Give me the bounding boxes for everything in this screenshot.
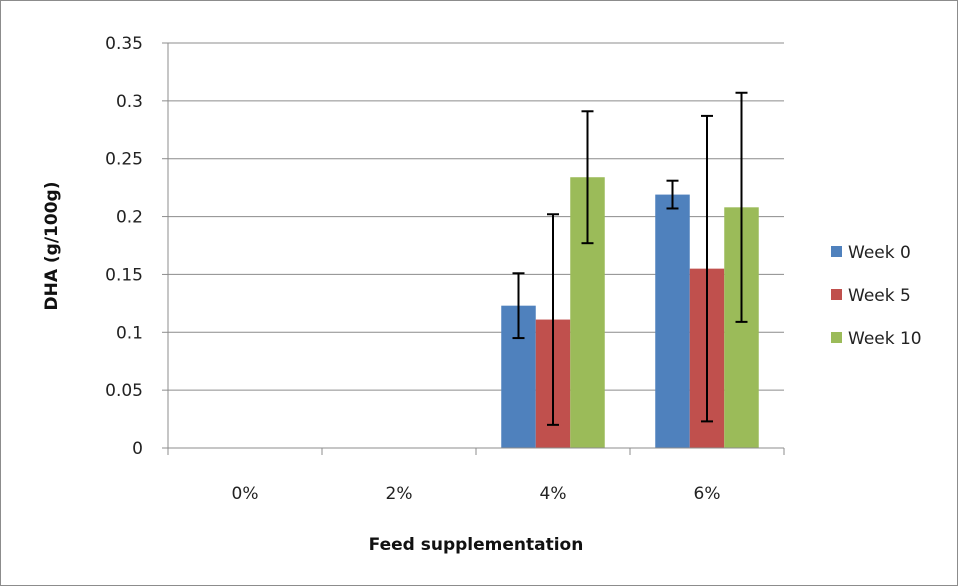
x-tick-label: 6% <box>694 484 721 504</box>
y-axis-title: DHA (g/100g) <box>42 182 62 311</box>
error-bars <box>512 91 748 426</box>
legend-swatch <box>831 332 842 343</box>
y-tick-label: 0.25 <box>105 150 143 170</box>
legend-swatch <box>831 246 842 257</box>
axes <box>162 42 785 455</box>
tick-labels: 0 0.05 0.1 0.15 0.2 0.25 0.3 0.35 0% 2% 4% 6% <box>105 34 720 504</box>
y-tick-label: 0.35 <box>105 34 143 54</box>
bars <box>501 177 759 448</box>
bar <box>655 194 690 448</box>
y-tick-label: 0.15 <box>105 265 143 285</box>
legend: Week 0 Week 5 Week 10 <box>831 243 922 349</box>
y-tick-label: 0.2 <box>116 208 143 228</box>
y-tick-label: 0 <box>132 439 143 459</box>
gridlines <box>168 42 784 391</box>
legend-label: Week 0 <box>848 243 911 263</box>
y-tick-label: 0.05 <box>105 381 143 401</box>
legend-swatch <box>831 289 842 300</box>
legend-label: Week 10 <box>848 329 922 349</box>
x-tick-label: 0% <box>232 484 259 504</box>
x-tick-label: 2% <box>386 484 413 504</box>
y-tick-label: 0.1 <box>116 323 143 343</box>
legend-label: Week 5 <box>848 286 911 306</box>
x-tick-label: 4% <box>540 484 567 504</box>
x-axis-title: Feed supplementation <box>369 535 584 555</box>
y-tick-label: 0.3 <box>116 92 143 112</box>
